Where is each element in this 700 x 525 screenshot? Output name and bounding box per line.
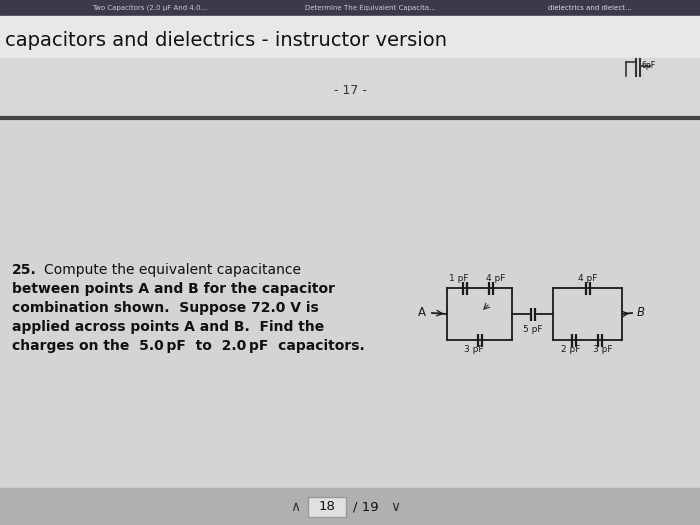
Text: ∧: ∧	[290, 500, 300, 514]
Text: 3 pF: 3 pF	[463, 345, 483, 354]
Text: ∨: ∨	[390, 500, 400, 514]
Text: between points A and B for the capacitor: between points A and B for the capacitor	[12, 282, 335, 296]
Text: 5 pF: 5 pF	[523, 325, 542, 334]
Text: B: B	[637, 307, 645, 320]
Text: 1 pF: 1 pF	[449, 274, 469, 283]
Text: combination shown.  Suppose 72.0 V is: combination shown. Suppose 72.0 V is	[12, 301, 318, 315]
Bar	[308, 497, 346, 517]
Text: 4 pF: 4 pF	[486, 274, 505, 283]
Bar	[0, 58, 700, 118]
Bar	[0, 0, 700, 16]
Text: 6pF: 6pF	[642, 61, 656, 70]
Text: 18: 18	[318, 500, 335, 513]
Text: Determine The Equivalent Capacita...: Determine The Equivalent Capacita...	[304, 5, 435, 11]
Bar	[0, 16, 700, 58]
Bar	[0, 118, 700, 488]
Bar	[0, 488, 700, 525]
Text: - 17 -: - 17 -	[334, 83, 366, 97]
Text: applied across points A and B.  Find the: applied across points A and B. Find the	[12, 320, 324, 334]
Text: dielectrics and dielect...: dielectrics and dielect...	[548, 5, 632, 11]
Text: Two Capacitors (2.0 μF And 4.0...: Two Capacitors (2.0 μF And 4.0...	[92, 5, 208, 11]
Text: Compute the equivalent capacitance: Compute the equivalent capacitance	[44, 263, 301, 277]
Text: capacitors and dielectrics - instructor version: capacitors and dielectrics - instructor …	[5, 30, 447, 49]
Text: A: A	[418, 307, 426, 320]
Text: 2 pF: 2 pF	[561, 345, 580, 354]
Text: 4 pF: 4 pF	[578, 274, 597, 283]
Text: 3 pF: 3 pF	[593, 345, 612, 354]
Text: 25.: 25.	[12, 263, 36, 277]
Text: / 19: / 19	[353, 500, 379, 513]
Text: charges on the  5.0 pF  to  2.0 pF  capacitors.: charges on the 5.0 pF to 2.0 pF capacito…	[12, 339, 365, 353]
